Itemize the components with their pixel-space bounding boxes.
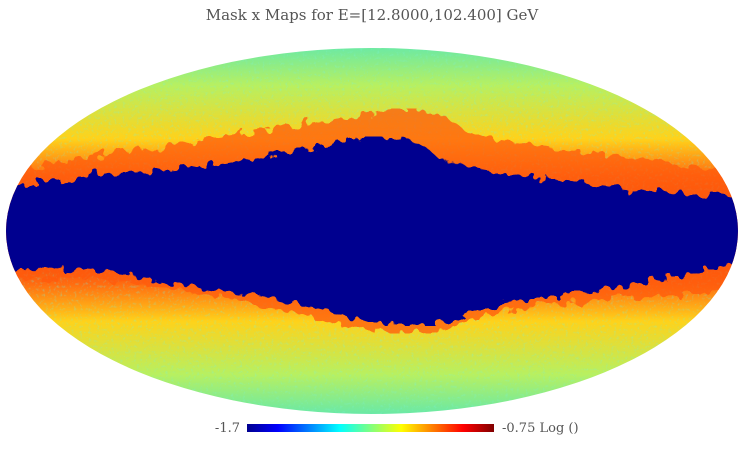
colorbar-max: -0.75 [502, 421, 535, 436]
colorbar-max-label: -0.75 Log () [502, 421, 579, 436]
map-title: Mask x Maps for E=[12.8000,102.400] GeV [206, 6, 540, 24]
colorbar-min: -1.7 [215, 421, 240, 436]
colorbar-unit: Log () [539, 421, 578, 436]
map-body [6, 48, 738, 414]
colorbar [247, 424, 494, 432]
galactic-mask [6, 136, 738, 326]
